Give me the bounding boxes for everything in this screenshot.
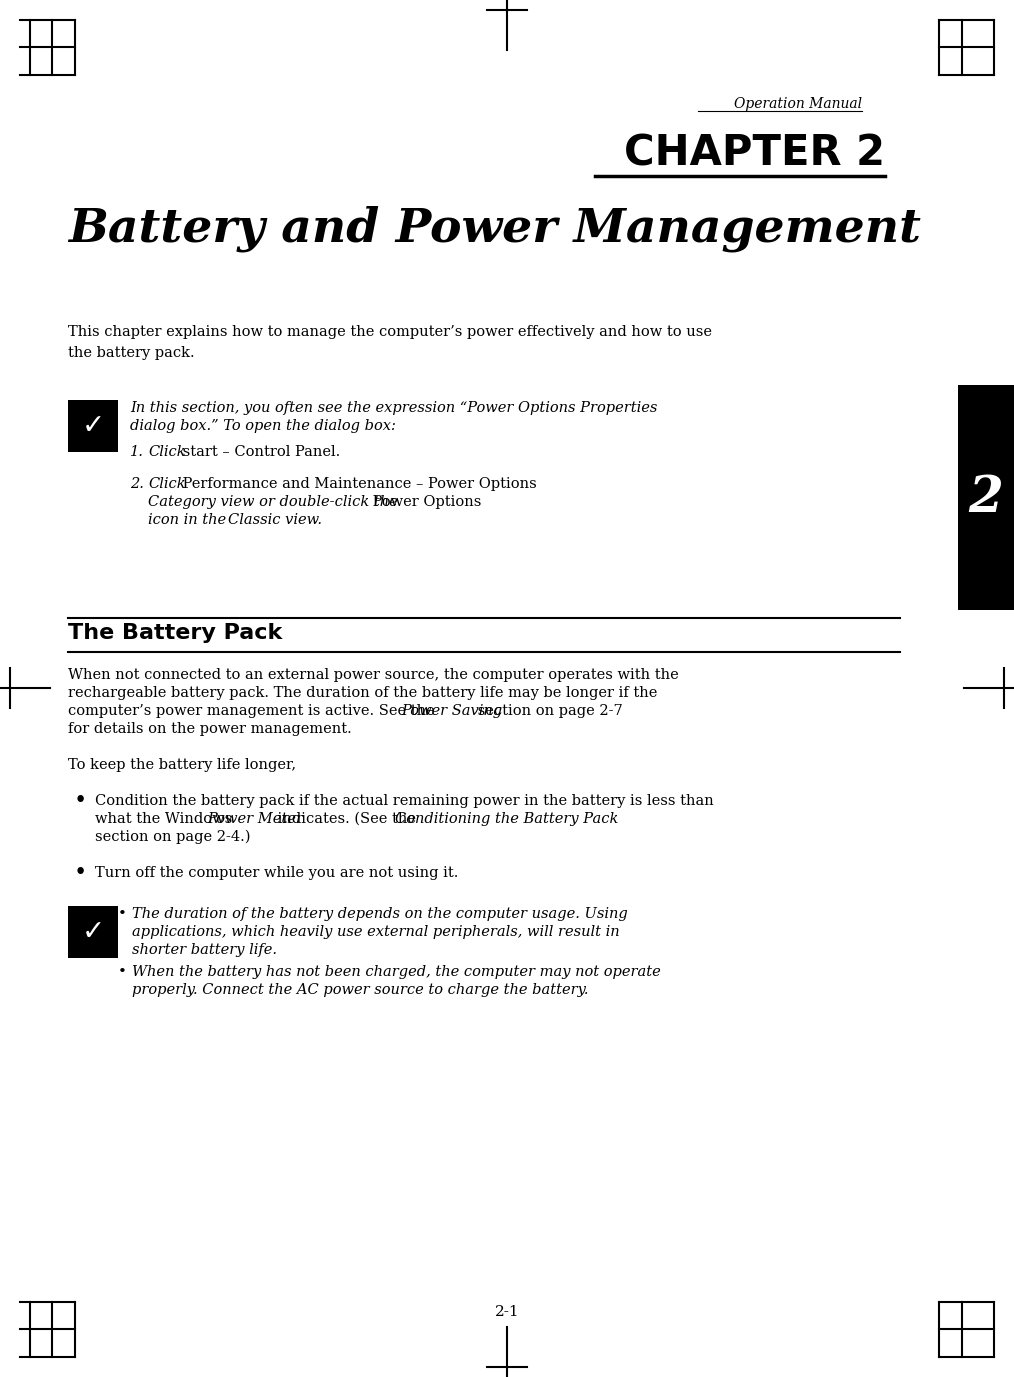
Bar (68, 906, 118, 958)
Text: Condition the battery pack if the actual remaining power in the battery is less : Condition the battery pack if the actual… (95, 795, 714, 808)
Text: In this section, you often see the expression “Power Options Properties: In this section, you often see the expre… (130, 401, 657, 414)
Text: Click: Click (148, 445, 186, 459)
Bar (68, 399, 118, 452)
Text: Category view or double-click the: Category view or double-click the (148, 494, 397, 509)
Text: 2.: 2. (130, 476, 144, 492)
Text: Power Saving: Power Saving (401, 704, 502, 717)
Text: Conditioning the Battery Pack: Conditioning the Battery Pack (395, 812, 619, 826)
Text: To keep the battery life longer,: To keep the battery life longer, (68, 757, 296, 772)
Text: Classic view.: Classic view. (228, 514, 322, 527)
Text: properly. Connect the AC power source to charge the battery.: properly. Connect the AC power source to… (132, 983, 588, 997)
Text: Performance and Maintenance – Power Options: Performance and Maintenance – Power Opti… (178, 476, 536, 492)
Text: section on page 2-7: section on page 2-7 (473, 704, 623, 717)
Text: •: • (118, 965, 127, 979)
Text: for details on the power management.: for details on the power management. (68, 722, 352, 735)
Text: dialog box.” To open the dialog box:: dialog box.” To open the dialog box: (130, 419, 395, 432)
Text: The Battery Pack: The Battery Pack (68, 622, 282, 643)
Text: rechargeable battery pack. The duration of the battery life may be longer if the: rechargeable battery pack. The duration … (68, 686, 657, 700)
Text: •: • (73, 790, 86, 812)
Text: applications, which heavily use external peripherals, will result in: applications, which heavily use external… (132, 925, 620, 939)
Text: start – Control Panel.: start – Control Panel. (178, 445, 341, 459)
Text: The duration of the battery depends on the computer usage. Using: The duration of the battery depends on t… (132, 907, 628, 921)
Text: Power Meter: Power Meter (207, 812, 303, 826)
Text: This chapter explains how to manage the computer’s power effectively and how to : This chapter explains how to manage the … (68, 325, 712, 359)
Text: 2-1: 2-1 (495, 1305, 519, 1319)
Text: icon in the: icon in the (148, 514, 226, 527)
Text: When not connected to an external power source, the computer operates with the: When not connected to an external power … (68, 668, 678, 682)
Text: Click: Click (148, 476, 186, 492)
Text: Turn off the computer while you are not using it.: Turn off the computer while you are not … (95, 866, 458, 880)
Text: 1.: 1. (130, 445, 144, 459)
Text: section on page 2-4.): section on page 2-4.) (95, 830, 250, 844)
Text: ✓: ✓ (81, 412, 104, 441)
Text: Operation Manual: Operation Manual (734, 96, 862, 112)
Bar (958, 386, 1014, 610)
Text: •: • (118, 907, 127, 921)
Text: indicates. (See the: indicates. (See the (273, 812, 421, 826)
Text: Power Options: Power Options (368, 494, 482, 509)
Text: what the Windows: what the Windows (95, 812, 237, 826)
Text: shorter battery life.: shorter battery life. (132, 943, 277, 957)
Text: When the battery has not been charged, the computer may not operate: When the battery has not been charged, t… (132, 965, 661, 979)
Text: ✓: ✓ (81, 918, 104, 946)
Text: CHAPTER 2: CHAPTER 2 (624, 134, 885, 175)
Text: computer’s power management is active. See the: computer’s power management is active. S… (68, 704, 439, 717)
Text: 2: 2 (968, 474, 1004, 522)
Text: Battery and Power Management: Battery and Power Management (68, 205, 921, 252)
Text: •: • (73, 862, 86, 884)
